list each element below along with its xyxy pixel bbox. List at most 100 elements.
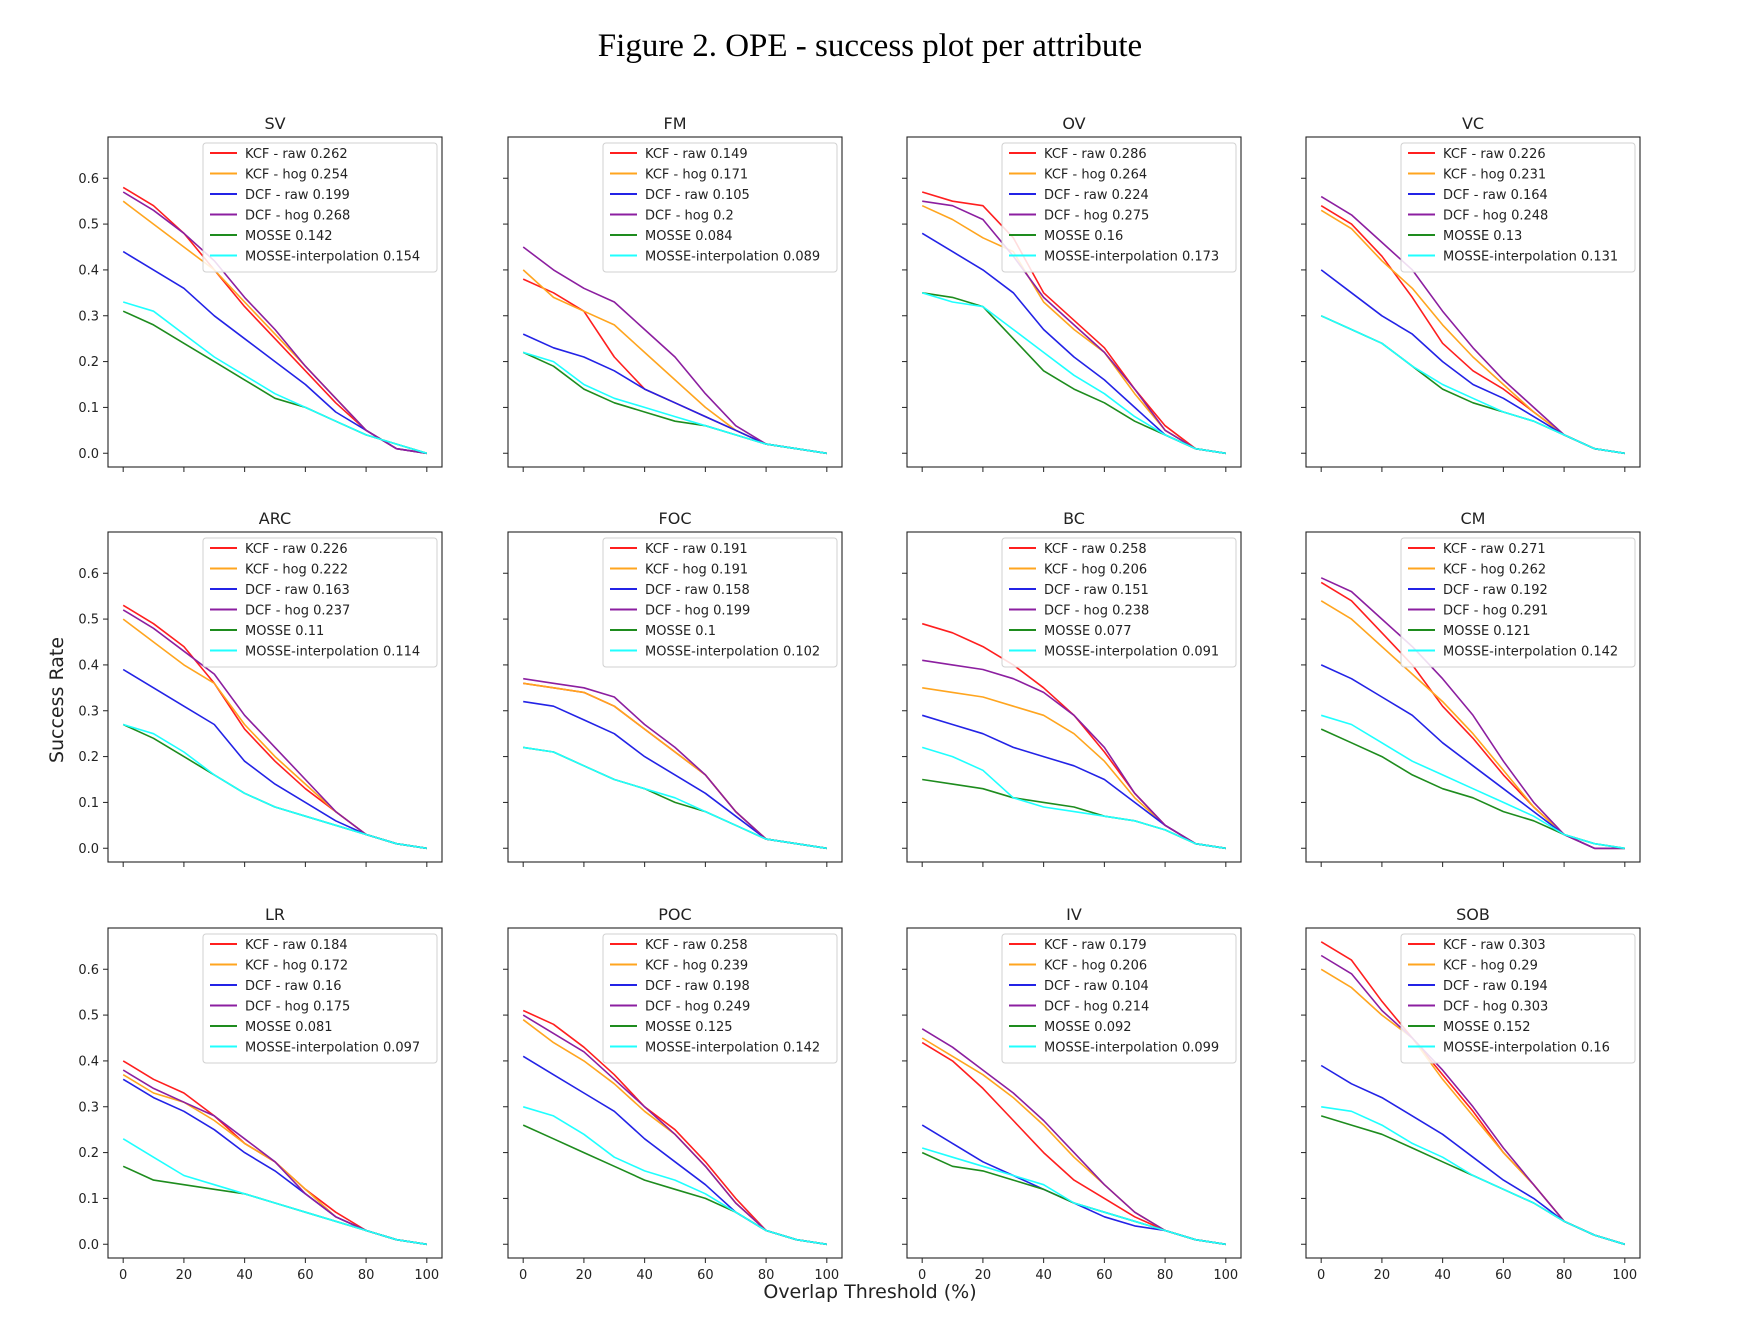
y-tick-label: 0.5	[78, 1009, 99, 1024]
legend: KCF - raw 0.258 KCF - hog 0.239 DCF - raw …	[602, 933, 838, 1064]
subplot-vc: VC KCF - raw 0.226 KCF - hog 0.231 DCF - ra…	[1301, 114, 1641, 472]
y-tick-label: 0.6	[78, 963, 99, 978]
y-tick-label: 0.6	[78, 567, 99, 582]
legend: KCF - raw 0.271 KCF - hog 0.262 DCF - raw …	[1400, 537, 1636, 668]
legend-entry: KCF - hog 0.231	[1443, 168, 1546, 183]
legend-entry: MOSSE 0.077	[1044, 624, 1132, 639]
series-line	[122, 310, 428, 455]
x-tick-label: 20	[176, 1268, 193, 1283]
legend-entry: KCF - raw 0.226	[245, 542, 348, 557]
legend: KCF - raw 0.262 KCF - hog 0.254 DCF - raw …	[202, 142, 438, 273]
series-line	[122, 1060, 427, 1246]
subplot-fm: FM KCF - raw 0.149 KCF - hog 0.171 DCF - ra…	[503, 114, 843, 472]
series-line	[523, 682, 827, 850]
series-line	[1320, 714, 1625, 850]
y-tick-label: 0.1	[78, 796, 99, 811]
y-tick-label: 0.3	[78, 704, 99, 719]
series-line	[922, 292, 1226, 455]
legend: KCF - raw 0.303 KCF - hog 0.29 DCF - raw 0…	[1400, 933, 1636, 1064]
x-tick-label: 20	[1374, 1268, 1391, 1283]
x-tick-label: 100	[1612, 1268, 1637, 1283]
y-tick-label: 0.4	[78, 1054, 99, 1069]
plot-frame	[906, 927, 1242, 1259]
y-tick-label: 0.4	[78, 658, 99, 673]
plot-frame	[507, 136, 843, 468]
subplot-title: CM	[1461, 509, 1486, 528]
legend-entry: MOSSE-interpolation 0.099	[1044, 1041, 1219, 1056]
series-line	[922, 687, 1226, 850]
series-line	[1320, 1115, 1626, 1246]
x-tick-label: 40	[1035, 1268, 1052, 1283]
x-tick-label: 0	[519, 1268, 527, 1283]
legend-entry: DCF - raw 0.105	[645, 188, 750, 203]
legend-entry: KCF - raw 0.271	[1443, 542, 1546, 557]
legend-entry: MOSSE 0.13	[1443, 229, 1522, 244]
subplot-title: POC	[658, 905, 691, 924]
legend-entry: DCF - hog 0.248	[1443, 209, 1548, 224]
series-line	[522, 246, 827, 455]
subplot-poc: POC 0 20 40 60 80 100 KCF - raw 0.258 KCF - hog …	[503, 905, 843, 1283]
y-tick-label: 0.0	[78, 1238, 99, 1253]
series-line	[122, 1074, 427, 1246]
legend-box	[1001, 933, 1237, 1064]
legend-entry: DCF - hog 0.237	[245, 604, 350, 619]
series-line	[1320, 664, 1625, 850]
legend-box	[602, 537, 838, 668]
legend-entry: KCF - hog 0.254	[245, 168, 348, 183]
legend-entry: MOSSE-interpolation 0.102	[645, 645, 820, 660]
legend-entry: KCF - raw 0.258	[1044, 542, 1147, 557]
plot-frame	[1305, 531, 1641, 863]
series-line	[1320, 269, 1625, 455]
legend-entry: KCF - hog 0.222	[245, 563, 348, 578]
x-tick-label: 80	[1157, 1268, 1174, 1283]
legend-entry: MOSSE-interpolation 0.114	[245, 645, 420, 660]
series-line	[922, 778, 1226, 850]
legend-entry: KCF - raw 0.262	[245, 147, 348, 162]
legend-entry: KCF - raw 0.286	[1044, 147, 1147, 162]
x-tick-label: 80	[1556, 1268, 1573, 1283]
plot-frame	[107, 927, 443, 1259]
subplot-title: FM	[663, 114, 686, 133]
x-tick-label: 80	[358, 1268, 375, 1283]
y-tick-label: 0.5	[78, 218, 99, 233]
series-line	[523, 677, 827, 850]
series-line	[122, 250, 427, 455]
series-line	[522, 351, 827, 455]
subplot-iv: IV 0 20 40 60 80 100 KCF - raw 0.179 KCF - hog 0…	[902, 905, 1242, 1283]
legend: KCF - raw 0.179 KCF - hog 0.206 DCF - raw …	[1001, 933, 1237, 1064]
x-tick-label: 60	[1495, 1268, 1512, 1283]
series-line	[921, 746, 1226, 850]
legend-entry: KCF - raw 0.258	[645, 938, 748, 953]
legend-entry: DCF - raw 0.194	[1443, 979, 1548, 994]
legend-entry: MOSSE-interpolation 0.16	[1443, 1041, 1610, 1056]
legend-entry: DCF - hog 0.291	[1443, 604, 1548, 619]
series-line	[921, 1147, 1226, 1246]
x-tick-label: 40	[236, 1268, 253, 1283]
legend-entry: MOSSE 0.11	[245, 624, 324, 639]
legend: KCF - raw 0.184 KCF - hog 0.172 DCF - raw …	[202, 933, 438, 1064]
legend-entry: DCF - raw 0.16	[245, 979, 342, 994]
x-tick-label: 40	[636, 1268, 653, 1283]
subplot-title: ARC	[259, 509, 291, 528]
subplot-cm: CM KCF - raw 0.271 KCF - hog 0.262 DCF - ra…	[1301, 509, 1641, 867]
legend-entry: KCF - hog 0.171	[645, 168, 748, 183]
series-line	[921, 191, 1226, 455]
y-tick-label: 0.1	[78, 401, 99, 416]
x-tick-label: 20	[975, 1268, 992, 1283]
legend-entry: MOSSE 0.121	[1443, 624, 1531, 639]
subplot-lr: LR 0 20 40 60 80 100 0.0 0.1 0.2 0.3 0.4 0.5 0.6 KCF -…	[78, 905, 443, 1283]
x-tick-label: 60	[697, 1268, 714, 1283]
legend-entry: KCF - hog 0.206	[1044, 959, 1147, 974]
legend-entry: DCF - hog 0.214	[1044, 1000, 1149, 1015]
subplot-title: OV	[1062, 114, 1085, 133]
x-axis-label: Overlap Threshold (%)	[763, 1281, 976, 1303]
legend-entry: DCF - hog 0.249	[645, 1000, 750, 1015]
legend: KCF - raw 0.226 KCF - hog 0.222 DCF - raw …	[202, 537, 438, 668]
subplot-bc: BC KCF - raw 0.258 KCF - hog 0.206 DCF - ra…	[902, 509, 1242, 867]
legend-entry: MOSSE-interpolation 0.154	[245, 250, 420, 265]
subplot-title: IV	[1066, 905, 1082, 924]
y-tick-label: 0.1	[78, 1192, 99, 1207]
legend-entry: MOSSE 0.16	[1044, 229, 1123, 244]
x-tick-label: 20	[576, 1268, 593, 1283]
